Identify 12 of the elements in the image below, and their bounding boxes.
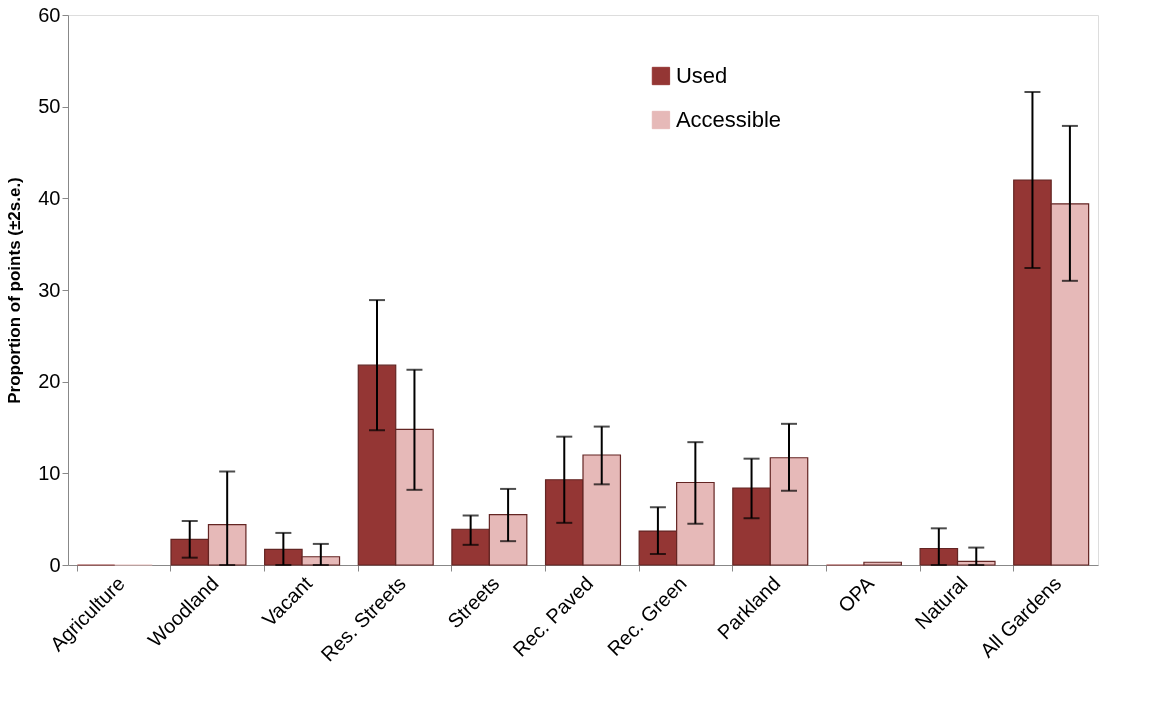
y-tick-label: 20 <box>38 370 61 393</box>
y-tick-label: 60 <box>38 3 61 26</box>
y-axis-title: Proportion of points (±2s.e.) <box>5 177 25 404</box>
legend-label: Used <box>675 63 728 88</box>
x-tick-label: OPA <box>833 571 879 617</box>
bar <box>863 561 902 566</box>
legend-label: Accessible <box>675 107 782 132</box>
y-tick-label: 40 <box>38 186 61 209</box>
y-tick-label: 0 <box>49 553 61 576</box>
y-tick-label: 50 <box>38 95 61 118</box>
y-tick-label: 30 <box>38 278 61 301</box>
y-tick-label: 10 <box>38 461 61 484</box>
